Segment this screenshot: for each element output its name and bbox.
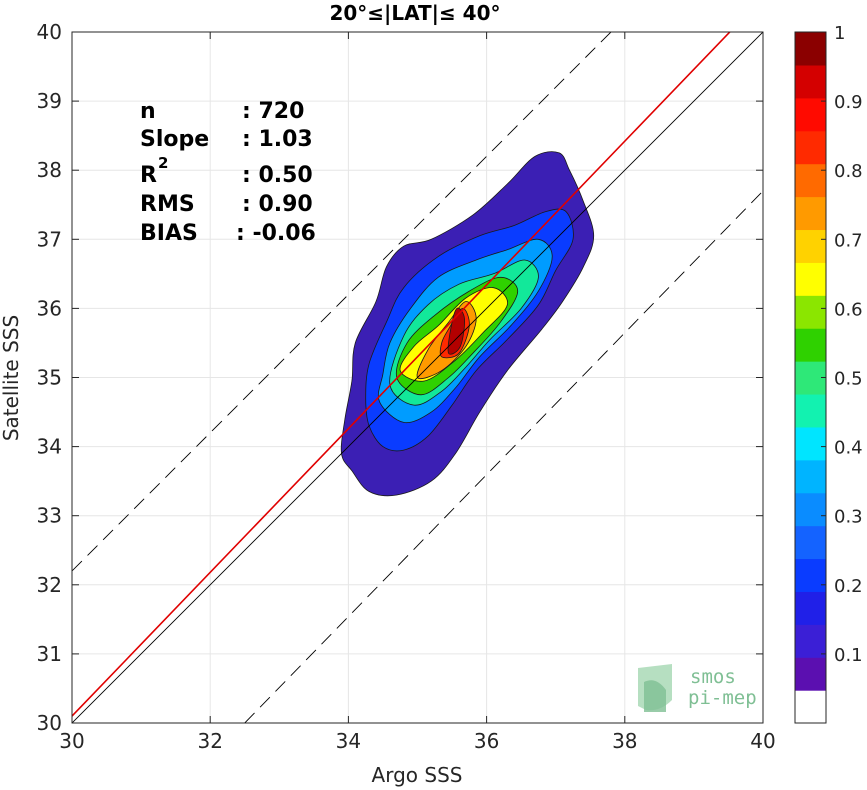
stat-r2-superscript: 2 (158, 154, 168, 172)
x-axis-ticks: 30 32 34 36 38 40 (59, 32, 776, 753)
y-tick-label: 30 (37, 711, 62, 735)
colorbar-tick-label: 0.5 (834, 369, 863, 390)
colorbar-segment (795, 97, 826, 132)
colorbar-segment (795, 262, 826, 296)
colorbar-tick-label: 1 (834, 23, 845, 44)
colorbar-segment (795, 295, 826, 329)
y-tick-label: 36 (37, 296, 62, 320)
colorbar-tick-label: 0.4 (834, 438, 863, 459)
y-tick-label: 32 (37, 573, 62, 597)
colorbar-segment (795, 591, 826, 625)
colorbar-segment (795, 393, 826, 428)
y-tick-label: 34 (37, 435, 62, 459)
density-contours (340, 151, 595, 497)
colorbar-segment (795, 196, 826, 231)
colorbar-segment (795, 163, 826, 198)
colorbar-segment (795, 130, 826, 165)
y-tick-label: 38 (37, 158, 62, 182)
logo-text-line2: pi-mep (688, 687, 757, 709)
stat-slope-label: Slope (140, 127, 209, 152)
colorbar-segment (795, 624, 826, 658)
colorbar-tick-label: 0.9 (834, 92, 863, 113)
y-axis-label: Satellite SSS (0, 315, 23, 441)
x-tick-label: 40 (750, 729, 775, 753)
stat-rms-label: RMS (140, 192, 195, 217)
smos-pi-mep-logo: smos pi-mep (638, 664, 757, 712)
reference-line-upper (72, 32, 612, 572)
colorbar-tick-label: 0.7 (834, 230, 863, 251)
colorbar-segment (795, 492, 826, 527)
reference-lines (72, 32, 763, 723)
x-axis-label: Argo SSS (372, 763, 463, 787)
statistics-annotation: n : 720 Slope : 1.03 R 2 : 0.50 RMS : 0.… (140, 99, 316, 246)
y-axis-ticks: 30 31 32 33 34 35 36 37 38 39 40 (37, 20, 763, 735)
colorbar-tick-label: 0.1 (834, 645, 863, 666)
y-tick-label: 40 (37, 20, 62, 44)
reference-line-lower (244, 190, 763, 723)
stat-slope-value: : 1.03 (242, 127, 313, 152)
colorbar-tick-label: 0.6 (834, 299, 863, 320)
colorbar-segment (795, 328, 826, 362)
y-tick-label: 31 (37, 642, 62, 666)
logo-text-line1: smos (690, 666, 736, 688)
colorbar-segment (795, 361, 826, 395)
y-tick-label: 39 (37, 89, 62, 113)
reference-line-fit (72, 32, 731, 717)
plot-area: 30 32 34 36 38 40 30 31 32 33 34 35 36 37 38 39 40 (37, 20, 776, 753)
x-tick-label: 34 (336, 729, 361, 753)
colorbar-segment (795, 229, 826, 263)
colorbar-segment (795, 657, 826, 691)
stat-bias-value: : -0.06 (236, 221, 316, 246)
colorbar-tick-label: 0.8 (834, 161, 863, 182)
colorbar-segment (795, 690, 826, 724)
colorbar-segment (795, 558, 826, 592)
colorbar-segment (795, 459, 826, 494)
colorbar-tick-label: 0.2 (834, 576, 863, 597)
stat-bias-label: BIAS (140, 221, 198, 246)
x-tick-label: 38 (612, 729, 637, 753)
logo-wave-detail-icon (644, 680, 666, 712)
colorbar: 0.1 0.2 0.3 0.4 0.5 0.6 0.7 0.8 0.9 1 (794, 23, 863, 724)
colorbar-ticks: 0.1 0.2 0.3 0.4 0.5 0.6 0.7 0.8 0.9 1 (821, 23, 863, 666)
y-tick-label: 33 (37, 504, 62, 528)
stat-r2-value: : 0.50 (242, 163, 313, 188)
colorbar-segment (795, 32, 826, 66)
colorbar-segment (795, 426, 826, 461)
y-tick-label: 35 (37, 366, 62, 390)
colorbar-segments (795, 32, 826, 724)
colorbar-segment (795, 525, 826, 560)
x-tick-label: 32 (197, 729, 222, 753)
colorbar-segment (795, 64, 826, 99)
stat-r2-label: R (140, 163, 157, 188)
stat-rms-value: : 0.90 (242, 192, 313, 217)
y-tick-label: 37 (37, 227, 62, 251)
x-tick-label: 30 (59, 729, 84, 753)
reference-line-1-to-1 (72, 32, 763, 723)
x-tick-label: 36 (474, 729, 499, 753)
stat-n-value: : 720 (242, 99, 304, 124)
chart-title: 20°≤|LAT|≤ 40° (329, 1, 500, 25)
colorbar-tick-label: 0.3 (834, 507, 863, 528)
stat-n-label: n (140, 99, 156, 124)
